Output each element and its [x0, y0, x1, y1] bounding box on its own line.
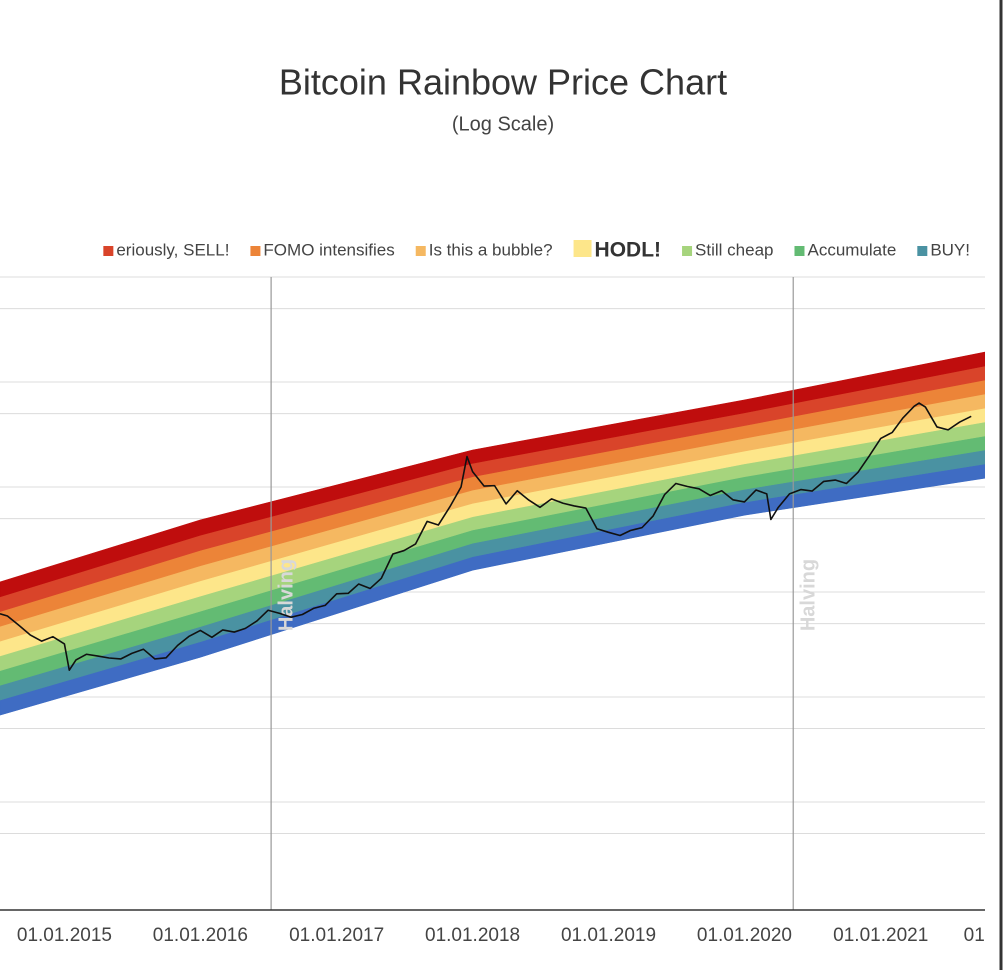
x-tick-label: 01.01.2018 [425, 925, 520, 946]
legend-swatch [103, 246, 114, 256]
price-line [0, 402, 972, 671]
legend-label: FOMO intensifies [263, 240, 394, 259]
x-tick-label: 01.01.2017 [289, 925, 384, 946]
annotation-label: Halving [275, 559, 297, 631]
legend-swatch [917, 246, 928, 256]
legend-label: HODL! [595, 239, 662, 262]
legend: BUY! Accumulate Still cheap HODL! Is this a … [103, 239, 970, 262]
legend-swatch [573, 240, 592, 257]
rainbow-base [0, 477, 985, 716]
rainbow-band [0, 351, 985, 598]
legend-label: BUY! [930, 240, 970, 259]
x-tick-label: 01.01.2020 [697, 925, 792, 946]
legend-label: Accumulate [807, 240, 896, 259]
rainbow [0, 351, 985, 716]
x-tick-label: 01.01.2016 [153, 925, 248, 946]
price-lines [0, 402, 972, 671]
legend-swatch [250, 246, 261, 256]
chart-subtitle: (Log Scale) [452, 113, 554, 135]
x-axis: 01.01.2015 01.01.2016 01.01.2017 01.01.2018… [0, 909, 985, 946]
legend-label: eriously, SELL! [116, 240, 229, 259]
x-tick-label: 01.01.2021 [833, 925, 928, 946]
annotation-label: Halving [797, 559, 819, 631]
legend-label: Still cheap [695, 240, 773, 259]
chart-title: Bitcoin Rainbow Price Chart [279, 62, 727, 103]
x-tick-label: 01 [964, 925, 985, 946]
legend-swatch [415, 246, 426, 256]
legend-label: Is this a bubble? [429, 240, 553, 259]
x-tick-label: 01.01.2019 [561, 925, 656, 946]
x-tick-label: 01.01.2015 [17, 925, 112, 946]
legend-swatch [682, 246, 693, 256]
legend-swatch [794, 246, 805, 256]
